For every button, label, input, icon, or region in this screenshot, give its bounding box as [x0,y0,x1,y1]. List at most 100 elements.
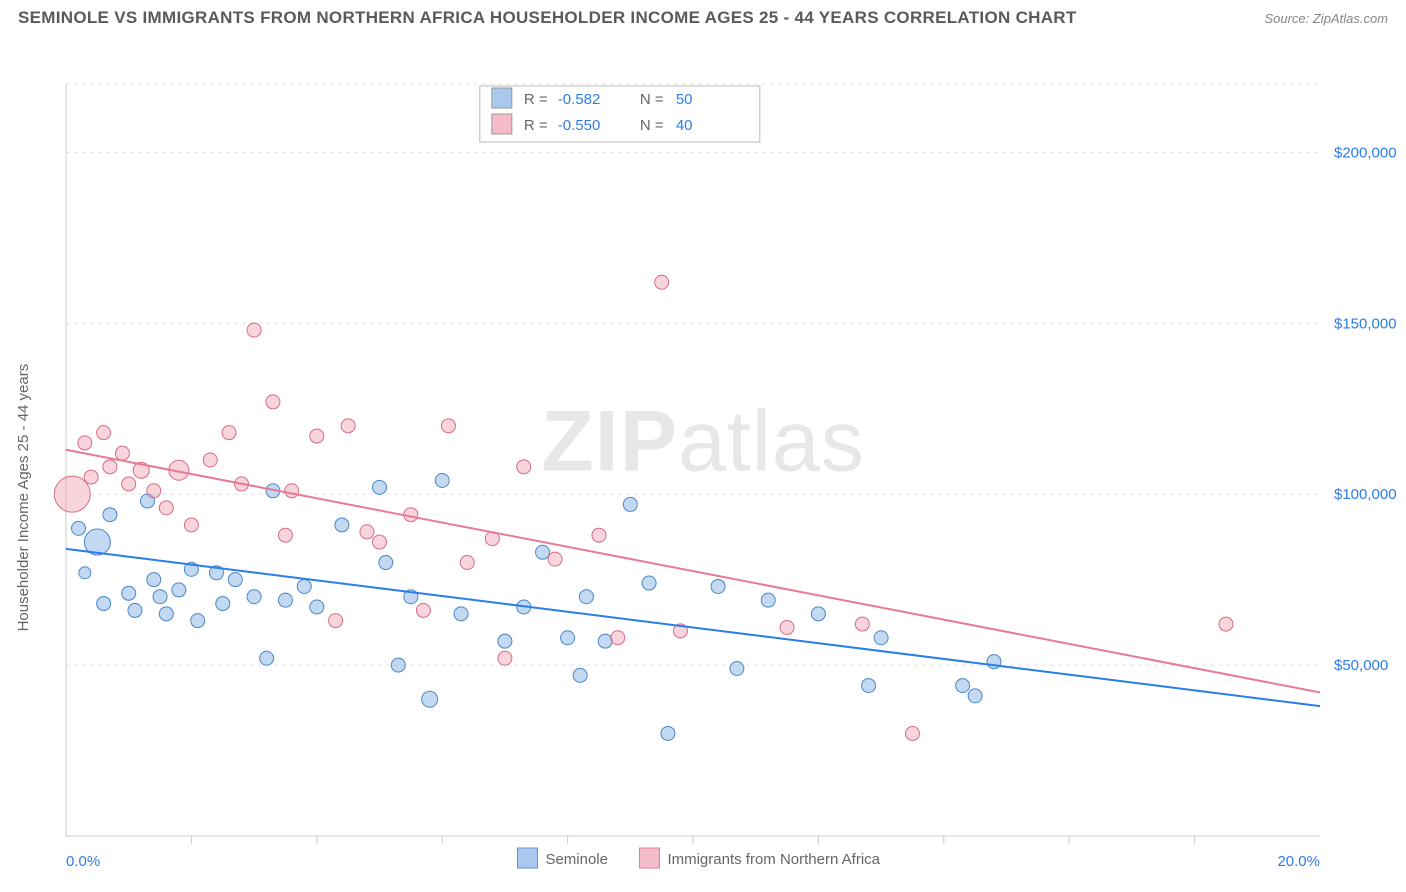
data-point [191,614,205,628]
data-point [874,631,888,645]
svg-text:R =: R = [524,117,548,134]
data-point [54,476,90,512]
data-point [623,497,637,511]
data-point [72,521,86,535]
data-point [310,600,324,614]
data-point [855,617,869,631]
data-point [956,679,970,693]
data-point [122,477,136,491]
data-point [573,668,587,682]
data-point [536,545,550,559]
data-point [905,726,919,740]
data-point [761,593,775,607]
data-point [222,426,236,440]
data-point [122,586,136,600]
data-point [128,603,142,617]
stats-box [480,86,760,142]
data-point [454,607,468,621]
svg-text:-0.550: -0.550 [558,117,601,134]
data-point [103,508,117,522]
data-point [97,426,111,440]
data-point [115,446,129,460]
legend-swatch [639,848,659,868]
data-point [285,484,299,498]
data-point [498,634,512,648]
data-point [391,658,405,672]
data-point [1219,617,1233,631]
y-tick-label: $200,000 [1334,144,1397,161]
data-point [422,691,438,707]
data-point [266,395,280,409]
svg-text:50: 50 [676,91,693,108]
data-point [159,501,173,515]
data-point [103,460,117,474]
data-point [147,573,161,587]
data-point [611,631,625,645]
data-point [84,470,98,484]
data-point [153,590,167,604]
x-tick-label: 20.0% [1277,853,1320,870]
legend-label: Seminole [545,851,608,868]
y-axis-label: Householder Income Ages 25 - 44 years [15,364,32,632]
data-point [216,597,230,611]
data-point [247,323,261,337]
chart-container: $50,000 $100,000 $150,000 $200,000 0.0% 20.0%… [0,34,1406,884]
y-tick-label: $50,000 [1334,657,1388,674]
data-point [598,634,612,648]
data-point [247,590,261,604]
data-point [360,525,374,539]
trend-line [66,549,1320,706]
data-point [579,590,593,604]
data-point [730,662,744,676]
data-point [335,518,349,532]
data-point [373,480,387,494]
svg-text:-0.582: -0.582 [558,91,601,108]
data-point [79,567,91,579]
data-point [655,275,669,289]
chart-title: SEMINOLE VS IMMIGRANTS FROM NORTHERN AFR… [18,8,1077,28]
legend-swatch [492,88,512,108]
data-point [278,593,292,607]
svg-text:N =: N = [640,117,664,134]
data-point [548,552,562,566]
data-point [228,573,242,587]
data-point [460,556,474,570]
data-point [498,651,512,665]
chart-source: Source: ZipAtlas.com [1264,11,1388,26]
x-tick-label: 0.0% [66,853,100,870]
data-point [184,518,198,532]
legend-swatch [492,114,512,134]
data-point [341,419,355,433]
svg-text:R =: R = [524,91,548,108]
data-point [416,603,430,617]
data-point [517,460,531,474]
data-point [592,528,606,542]
data-point [297,579,311,593]
scatter-chart: $50,000 $100,000 $150,000 $200,000 0.0% 20.0%… [0,34,1406,884]
data-point [642,576,656,590]
data-point [203,453,217,467]
data-point [435,474,449,488]
data-point [561,631,575,645]
data-point [310,429,324,443]
trend-line [66,450,1320,693]
legend-label: Immigrants from Northern Africa [667,851,880,868]
data-point [862,679,876,693]
data-point [260,651,274,665]
data-point [147,484,161,498]
data-point [711,579,725,593]
data-point [278,528,292,542]
svg-text:N =: N = [640,91,664,108]
data-point [780,620,794,634]
data-point [97,597,111,611]
data-point [379,556,393,570]
data-point [78,436,92,450]
data-point [159,607,173,621]
chart-header: SEMINOLE VS IMMIGRANTS FROM NORTHERN AFR… [0,0,1406,34]
data-point [968,689,982,703]
data-point [373,535,387,549]
data-point [172,583,186,597]
data-point [441,419,455,433]
y-tick-label: $150,000 [1334,315,1397,332]
y-tick-label: $100,000 [1334,486,1397,503]
